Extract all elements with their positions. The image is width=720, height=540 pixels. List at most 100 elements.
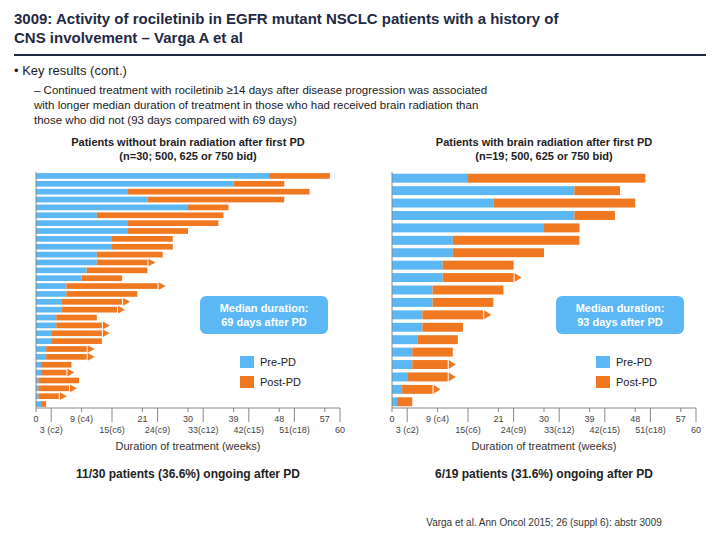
ongoing-arrow	[70, 385, 77, 393]
tick-mark	[203, 408, 204, 422]
bar	[36, 275, 82, 281]
page: 3009: Activity of rociletinib in EGFR mu…	[0, 0, 720, 540]
median-text: Median duration:69 days after PD	[220, 302, 309, 328]
bar	[574, 186, 620, 195]
tick-label: 0	[33, 414, 38, 424]
tick-mark	[279, 408, 280, 412]
tick-mark	[544, 408, 545, 412]
bar	[392, 335, 417, 344]
tick-label: 0	[389, 414, 394, 424]
title-rule	[14, 54, 706, 56]
median-text: Median duration:93 days after PD	[576, 302, 665, 328]
bar	[392, 261, 443, 270]
bar	[392, 223, 544, 232]
x-axis	[36, 408, 340, 409]
bar	[36, 252, 97, 258]
legend-label: Post-PD	[616, 376, 657, 388]
x-axis-label: Duration of treatment (weeks)	[472, 440, 617, 452]
bar	[41, 362, 71, 368]
bar	[36, 220, 127, 226]
ongoing-arrow	[118, 306, 125, 314]
bar	[269, 173, 330, 179]
tick-mark	[324, 408, 325, 412]
tick-mark	[248, 408, 249, 422]
bar	[392, 174, 468, 183]
bar	[36, 283, 66, 289]
legend-swatch	[240, 356, 254, 368]
tick-label: 48	[630, 414, 640, 424]
bar	[112, 244, 173, 250]
ongoing-arrow	[103, 329, 110, 337]
chart: Patients without brain radiation after f…	[33, 136, 345, 481]
y-axis	[392, 172, 393, 408]
bar	[36, 181, 234, 187]
bar	[443, 273, 514, 282]
tick-mark	[36, 408, 37, 412]
tick-mark	[51, 408, 52, 422]
bar	[36, 401, 41, 407]
tick-mark	[157, 408, 158, 422]
ongoing-arrow	[88, 345, 95, 353]
tick-label: 21	[493, 414, 503, 424]
legend-swatch	[596, 356, 610, 368]
tick-label: 9 (c4)	[70, 414, 93, 424]
bar	[66, 291, 137, 297]
bar	[97, 260, 148, 266]
tick-mark	[589, 408, 590, 412]
tick-label: 15(c6)	[455, 425, 481, 435]
ongoing-arrow	[60, 392, 67, 400]
bars	[392, 174, 645, 407]
ongoing-arrow	[148, 259, 155, 267]
tick-mark	[635, 408, 636, 412]
text-line: with longer median duration of treatment…	[33, 99, 478, 111]
text-line: 93 days after PD	[577, 316, 663, 328]
ongoing-arrow	[159, 282, 166, 290]
tick-label: 30	[539, 414, 549, 424]
bar	[392, 186, 574, 195]
text-line: CNS involvement – Varga A et al	[14, 29, 243, 46]
ongoing-arrow	[515, 273, 522, 282]
tick-label: 33(c12)	[544, 425, 575, 435]
bar	[36, 323, 56, 329]
bar	[36, 362, 41, 368]
tick-label: 51(c18)	[279, 425, 310, 435]
bar	[234, 181, 285, 187]
bar	[397, 397, 412, 406]
bar	[36, 212, 97, 218]
bar	[412, 348, 453, 357]
bar	[392, 298, 433, 307]
bar	[36, 197, 147, 203]
ongoing-arrow	[88, 353, 95, 361]
bar	[36, 173, 269, 179]
bar	[87, 268, 148, 274]
tick-label: 15(c6)	[99, 425, 125, 435]
ongoing-arrow	[449, 372, 456, 381]
bar	[468, 174, 645, 183]
bar	[392, 236, 453, 245]
legend-label: Post-PD	[260, 376, 301, 388]
bar	[392, 397, 397, 406]
text-line: • Key results (cont.)	[14, 63, 127, 78]
bar	[36, 268, 87, 274]
legend-swatch	[240, 376, 254, 388]
bar	[36, 291, 66, 297]
bar	[417, 335, 458, 344]
text-line: Varga et al. Ann Oncol 2015; 26 (suppl 6…	[426, 517, 662, 528]
bar	[41, 370, 66, 376]
bar	[392, 286, 433, 295]
bar	[402, 385, 432, 394]
bar	[127, 189, 309, 195]
tick-mark	[188, 408, 189, 412]
ongoing-arrow	[67, 369, 74, 377]
tick-mark	[81, 408, 82, 412]
text-line: 69 days after PD	[221, 316, 307, 328]
text-line: Patients without brain radiation after f…	[71, 136, 305, 148]
page-title: 3009: Activity of rociletinib in EGFR mu…	[14, 10, 560, 46]
bar	[127, 228, 188, 234]
footer-text: 11/30 patients (36.6%) ongoing after PD	[76, 467, 300, 481]
x-axis	[392, 408, 696, 409]
tick-mark	[294, 408, 295, 422]
tick-mark	[559, 408, 560, 422]
bar	[51, 330, 102, 336]
bar	[392, 199, 493, 208]
